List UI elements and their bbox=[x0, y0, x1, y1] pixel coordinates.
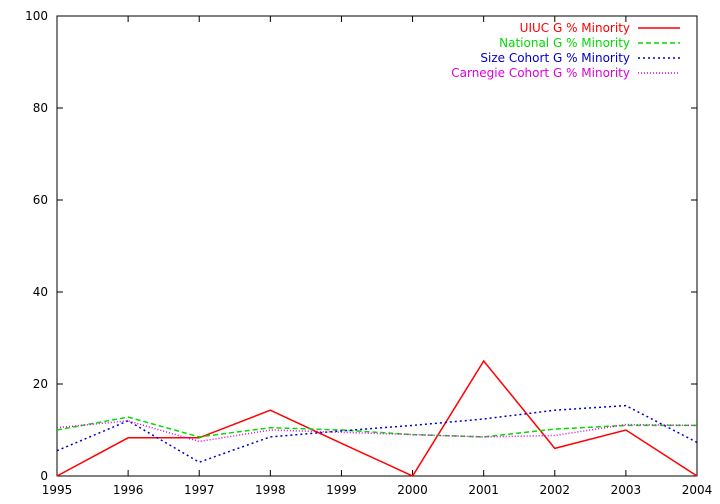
y-tick-label: 100 bbox=[25, 9, 48, 23]
x-tick-label: 2003 bbox=[611, 483, 642, 497]
legend-label: Carnegie Cohort G % Minority bbox=[451, 66, 630, 80]
series-lines bbox=[56, 359, 698, 477]
x-tick-label: 2001 bbox=[468, 483, 499, 497]
legend-label: UIUC G % Minority bbox=[520, 21, 630, 35]
x-tick-label: 2004 bbox=[682, 483, 713, 497]
legend-label: National G % Minority bbox=[499, 36, 630, 50]
x-tick-label: 1999 bbox=[326, 483, 357, 497]
y-tick-label: 20 bbox=[33, 377, 48, 391]
y-tick-label: 60 bbox=[33, 193, 48, 207]
x-tick-label: 1997 bbox=[184, 483, 215, 497]
x-tick-label: 2002 bbox=[540, 483, 571, 497]
y-tick-label: 40 bbox=[33, 285, 48, 299]
series-line bbox=[56, 416, 697, 438]
series-line bbox=[56, 404, 698, 464]
x-tick-label: 1998 bbox=[255, 483, 286, 497]
series-line bbox=[56, 420, 698, 443]
legend-label: Size Cohort G % Minority bbox=[480, 51, 630, 65]
plot-frame bbox=[56, 15, 698, 477]
y-tick-label: 0 bbox=[40, 469, 48, 483]
axis-ticks: 1995 1996 1997 1998 1999 2000 2001 2002 2003 2004… bbox=[25, 9, 712, 497]
x-tick-label: 1995 bbox=[42, 483, 73, 497]
x-tick-label: 2000 bbox=[397, 483, 428, 497]
series-line bbox=[56, 359, 698, 477]
x-tick-label: 1996 bbox=[113, 483, 144, 497]
y-tick-label: 80 bbox=[33, 101, 48, 115]
